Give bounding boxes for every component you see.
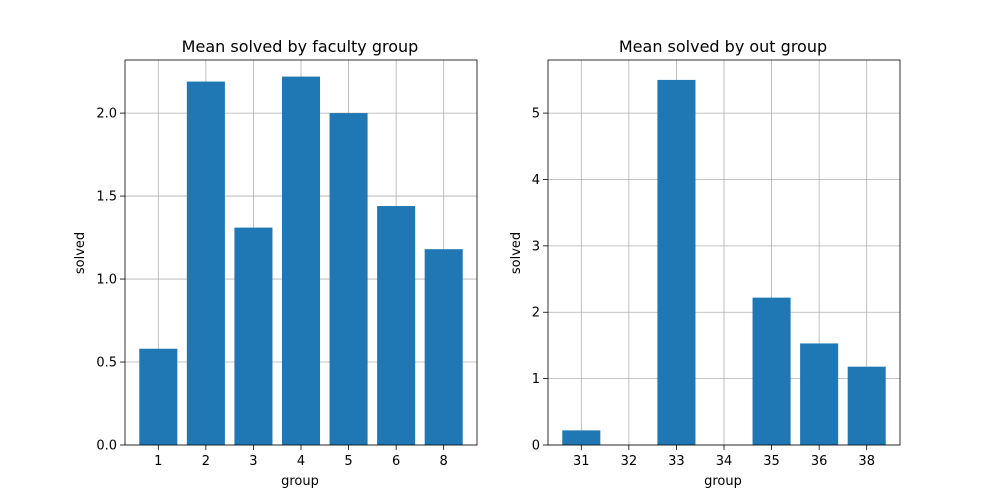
x-tick-label: 6 [392, 454, 400, 469]
y-tick-label: 0 [532, 439, 540, 454]
y-tick-label: 0.0 [96, 439, 117, 454]
y-tick-label: 2 [532, 306, 540, 321]
x-tick-label: 34 [716, 454, 733, 469]
y-tick-label: 0.5 [96, 356, 117, 371]
x-tick-label: 35 [763, 454, 780, 469]
x-tick-label: 4 [297, 454, 305, 469]
x-tick-label: 33 [668, 454, 685, 469]
y-tick-label: 4 [532, 173, 540, 188]
x-axis-label: group [704, 474, 742, 489]
bar [329, 113, 368, 445]
bar [657, 79, 696, 446]
y-axis-label: solved [73, 232, 88, 274]
y-tick-label: 2.0 [96, 107, 117, 122]
x-tick-label: 38 [858, 454, 875, 469]
bar [186, 81, 225, 445]
x-tick-label: 1 [154, 454, 162, 469]
x-tick-label: 3 [249, 454, 257, 469]
bar [562, 430, 601, 445]
x-tick-label: 8 [440, 454, 448, 469]
x-tick-label: 5 [344, 454, 352, 469]
y-axis-label: solved [509, 232, 524, 274]
chart-title: Mean solved by faculty group [182, 37, 419, 56]
x-axis-label: group [281, 474, 319, 489]
chart-title: Mean solved by out group [619, 37, 827, 56]
y-tick-label: 1.5 [96, 190, 117, 205]
y-tick-label: 1 [532, 372, 540, 387]
y-tick-label: 1.0 [96, 273, 117, 288]
x-tick-label: 2 [202, 454, 210, 469]
bar [377, 206, 416, 445]
bar [847, 366, 886, 445]
y-tick-label: 5 [532, 107, 540, 122]
x-tick-label: 32 [621, 454, 638, 469]
y-tick-label: 3 [532, 239, 540, 254]
bar [281, 76, 321, 446]
bar [424, 249, 463, 445]
bar [234, 227, 273, 445]
chart-out-group: Mean solved by out group group solved 31… [509, 37, 901, 489]
x-tick-label: 31 [573, 454, 590, 469]
chart-faculty-group: Mean solved by faculty group group solve… [73, 37, 478, 489]
bar [752, 297, 791, 445]
bar [139, 348, 178, 445]
bar [800, 343, 839, 445]
x-tick-label: 36 [811, 454, 828, 469]
grid [548, 60, 900, 446]
